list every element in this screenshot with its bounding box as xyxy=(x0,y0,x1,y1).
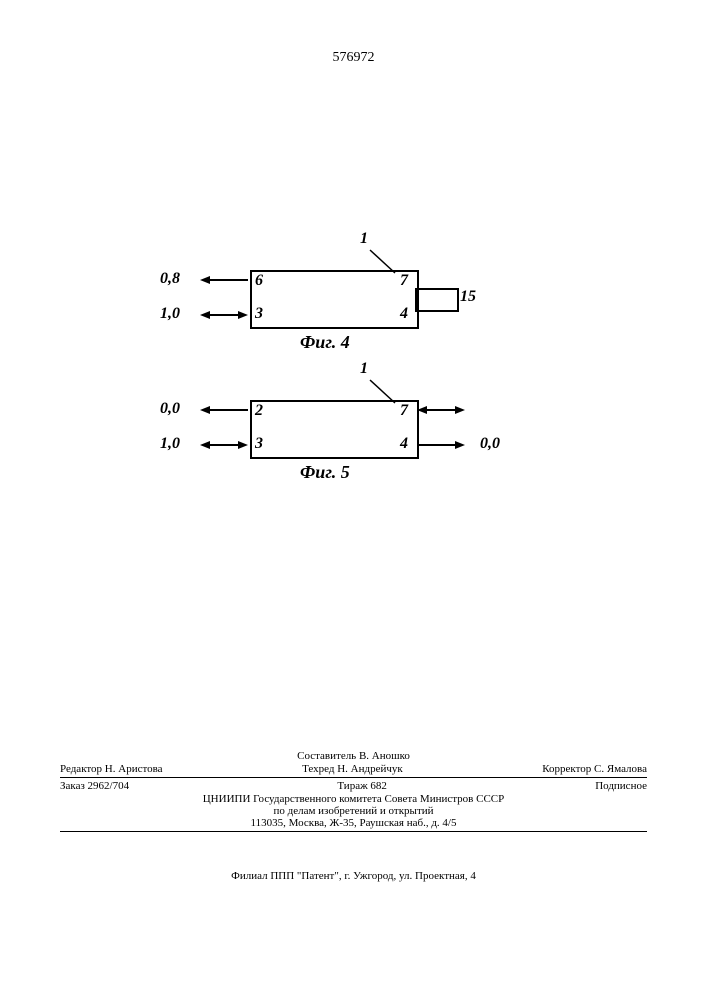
footer-corrector: Корректор С. Ямалова xyxy=(542,763,647,775)
footer-subscription: Подписное xyxy=(595,780,647,792)
fig5-caption: Фиг. 5 xyxy=(300,462,350,483)
footer-techred: Техред Н. Андрейчук xyxy=(302,763,403,775)
footer-filial: Филиал ППП "Патент", г. Ужгород, ул. Про… xyxy=(231,870,476,882)
footer-org2: по делам изобретений и открытий xyxy=(60,805,647,817)
footer-rule-1 xyxy=(60,777,647,778)
fig4-ref-1: 1 xyxy=(360,230,368,248)
fig5-arrow-br xyxy=(0,400,707,500)
footer-compiler: Составитель В. Аношко xyxy=(60,750,647,762)
fig4-arrow-bl xyxy=(0,270,707,370)
footer-addr: 113035, Москва, Ж-35, Раушская наб., д. … xyxy=(60,817,647,829)
footer-org1: ЦНИИПИ Государственного комитета Совета … xyxy=(60,793,647,805)
fig5-ref-1: 1 xyxy=(360,360,368,378)
footer-tirage: Тираж 682 xyxy=(337,780,387,792)
footer-block: Составитель В. Аношко Редактор Н. Аристо… xyxy=(60,750,647,834)
footer-order: Заказ 2962/704 xyxy=(60,780,129,792)
footer-rule-2 xyxy=(60,831,647,832)
footer-editor: Редактор Н. Аристова xyxy=(60,763,163,775)
page-number: 576972 xyxy=(333,50,375,66)
fig4-caption: Фиг. 4 xyxy=(300,332,350,353)
